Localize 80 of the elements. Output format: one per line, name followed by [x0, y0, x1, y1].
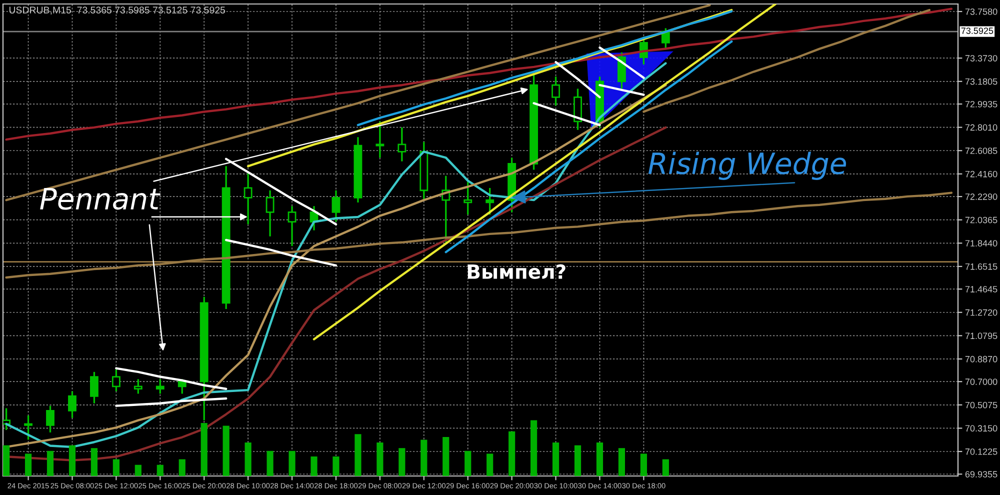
candlestick	[552, 76, 560, 106]
bar	[376, 442, 384, 476]
candlestick	[464, 181, 472, 216]
y-tick-label: 71.2720	[965, 309, 998, 316]
candlestick	[288, 205, 296, 247]
bar	[354, 434, 362, 476]
bar	[310, 456, 318, 476]
y-tick-label: 70.1225	[965, 448, 998, 455]
candlestick	[178, 378, 186, 395]
bar	[244, 442, 252, 476]
bar	[200, 422, 208, 476]
y-tick-label: 72.9935	[965, 100, 998, 108]
bar	[596, 442, 604, 476]
bar	[618, 448, 626, 476]
candlestick	[398, 126, 406, 162]
bar	[508, 431, 516, 476]
bar	[3, 445, 10, 476]
y-tick-label: 72.2290	[965, 194, 998, 200]
candlestick	[68, 390, 76, 419]
y-tick-label: 70.3150	[965, 425, 998, 432]
bar	[68, 445, 76, 476]
line-series	[115, 367, 228, 390]
bar	[156, 464, 164, 476]
y-tick-label: 73.1805	[965, 78, 998, 85]
bar	[266, 450, 274, 476]
candlestick	[112, 368, 120, 392]
y-tick-label: 71.6515	[965, 263, 998, 270]
line-series	[356, 10, 733, 126]
candlestick	[3, 407, 11, 431]
bar	[464, 450, 472, 476]
y-tick-label: 69.9355	[965, 471, 998, 478]
annotation: Pennant	[40, 188, 160, 210]
annotation: Rising Wedge	[648, 152, 846, 180]
y-tick-label: 72.8010	[965, 124, 998, 131]
bar	[420, 440, 428, 476]
candlestick	[376, 120, 384, 159]
y-tick-label: 72.6085	[965, 148, 998, 154]
bar	[486, 454, 494, 476]
y-tick-label: 73.3730	[965, 55, 998, 62]
bar	[222, 426, 230, 476]
bar	[530, 420, 538, 476]
bar	[640, 454, 647, 476]
ref-line-label: 73.5925	[961, 28, 994, 34]
candlestick	[90, 371, 98, 404]
annotation: Вымпел?	[468, 264, 566, 279]
candlestick	[486, 187, 494, 216]
chart-title: USDRUB,M15 73.5365 73.5985 73.5125 73.5925	[9, 6, 226, 15]
y-tick-label: 70.5075	[965, 402, 998, 408]
bar	[662, 459, 669, 476]
candlestick	[156, 378, 164, 395]
bar	[178, 459, 186, 476]
line-series	[115, 397, 228, 407]
line-series	[5, 8, 953, 141]
bar	[442, 436, 450, 476]
y-tick-label: 70.8870	[965, 356, 998, 362]
candlestick	[266, 190, 274, 238]
line-series	[532, 102, 601, 126]
bar	[288, 450, 296, 476]
bar	[134, 464, 142, 476]
bar	[552, 442, 560, 476]
bar	[332, 456, 340, 476]
bar	[90, 448, 98, 476]
candlestick	[46, 404, 54, 434]
candlestick	[24, 414, 32, 441]
y-tick-label: 72.0365	[965, 216, 998, 224]
y-tick-label: 71.0795	[965, 332, 998, 340]
y-tick-label: 71.8440	[965, 240, 998, 247]
bar	[46, 450, 54, 476]
candlestick	[134, 378, 142, 395]
y-tick-label: 73.7580	[965, 8, 998, 15]
bar	[574, 445, 582, 476]
y-tick-label: 72.4160	[965, 170, 998, 178]
y-tick-label: 71.4645	[965, 286, 998, 292]
bar	[24, 454, 32, 476]
bar	[398, 448, 406, 476]
line-series	[224, 238, 338, 267]
candlestick	[332, 190, 340, 223]
y-tick-label: 70.7000	[965, 378, 998, 385]
bar	[112, 459, 120, 476]
line-series	[642, 8, 931, 113]
